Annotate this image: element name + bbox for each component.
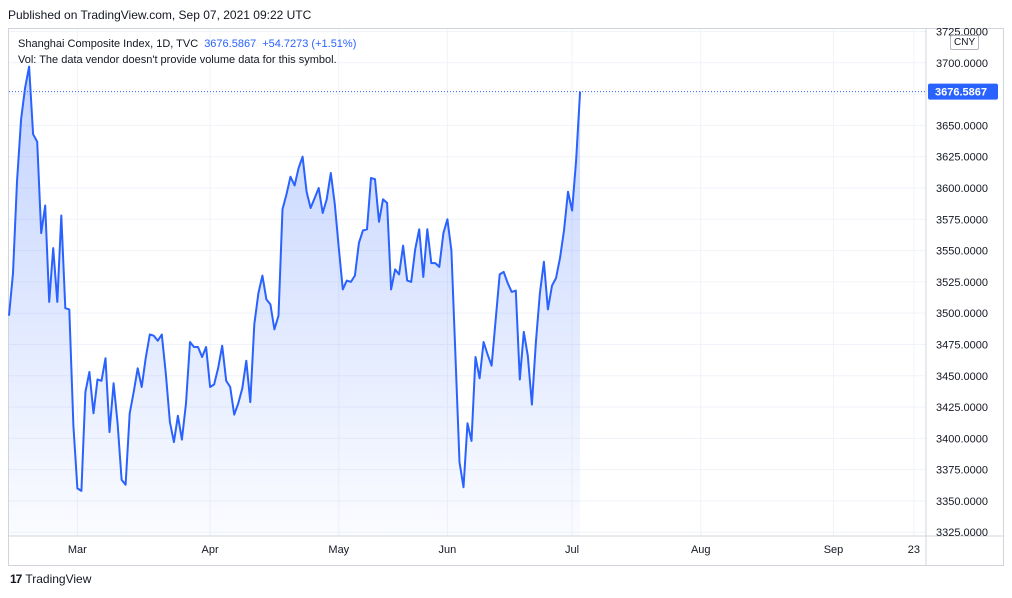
volume-note: Vol: The data vendor doesn't provide vol… — [18, 54, 337, 66]
y-axis-ticks: 3325.0000 3350.0000 3375.0000 3400.0000 3425… — [936, 27, 988, 540]
y-tick-label: 3600.0000 — [936, 183, 988, 195]
y-tick-label: 3400.0000 — [936, 433, 988, 445]
last-price-marker: 3676.5867 — [9, 83, 998, 100]
x-tick-label: Sep — [824, 544, 844, 556]
y-tick-label: 3625.0000 — [936, 152, 988, 164]
x-tick-label: Jun — [439, 544, 457, 556]
tradingview-logo-icon: 17 — [10, 572, 22, 586]
area-fill-layer — [9, 66, 581, 536]
x-tick-label: 23 — [908, 544, 920, 556]
y-tick-label: 3525.0000 — [936, 277, 988, 289]
published-caption: Published on TradingView.com, Sep 07, 20… — [8, 8, 312, 22]
y-tick-label: 3550.0000 — [936, 246, 988, 258]
y-tick-label: 3700.0000 — [936, 58, 988, 70]
last-price-label: 3676.5867 — [935, 87, 987, 99]
last-value: 3676.5867 — [204, 38, 257, 50]
x-tick-label: Mar — [68, 544, 87, 556]
footer-brand-label: TradingView — [25, 572, 92, 586]
currency-button[interactable]: CNY — [950, 35, 980, 50]
y-tick-label: 3500.0000 — [936, 308, 988, 320]
area-fill — [9, 66, 581, 536]
last-price-badge — [928, 83, 998, 100]
chart-frame — [8, 28, 1004, 566]
y-tick-label: 3450.0000 — [936, 371, 988, 383]
x-axis-ticks: Mar Apr May Jun Jul Aug Sep 23 — [68, 544, 920, 556]
x-tick-label: Jul — [565, 544, 579, 556]
y-tick-label: 3575.0000 — [936, 214, 988, 226]
price-line[interactable] — [8, 65, 582, 492]
symbol-label[interactable]: Shanghai Composite Index, 1D, TVC — [18, 38, 199, 50]
x-tick-label: May — [328, 544, 349, 556]
y-tick-label: 3325.0000 — [936, 527, 988, 539]
x-tick-label: Aug — [691, 544, 711, 556]
x-tick-label: Apr — [202, 544, 219, 556]
footer-brand[interactable]: 17 TradingView — [10, 572, 91, 586]
chart-legend: Shanghai Composite Index, 1D, TVC 3676.58… — [18, 36, 356, 68]
y-tick-label: 3650.0000 — [936, 120, 988, 132]
axes — [9, 29, 1003, 565]
y-tick-label: 3425.0000 — [936, 402, 988, 414]
y-tick-label: 3350.0000 — [936, 496, 988, 508]
y-tick-label: 3475.0000 — [936, 339, 988, 351]
price-line-layer — [8, 65, 582, 492]
change-value: +54.7273 (+1.51%) — [262, 38, 357, 50]
y-tick-label: 3375.0000 — [936, 465, 988, 477]
